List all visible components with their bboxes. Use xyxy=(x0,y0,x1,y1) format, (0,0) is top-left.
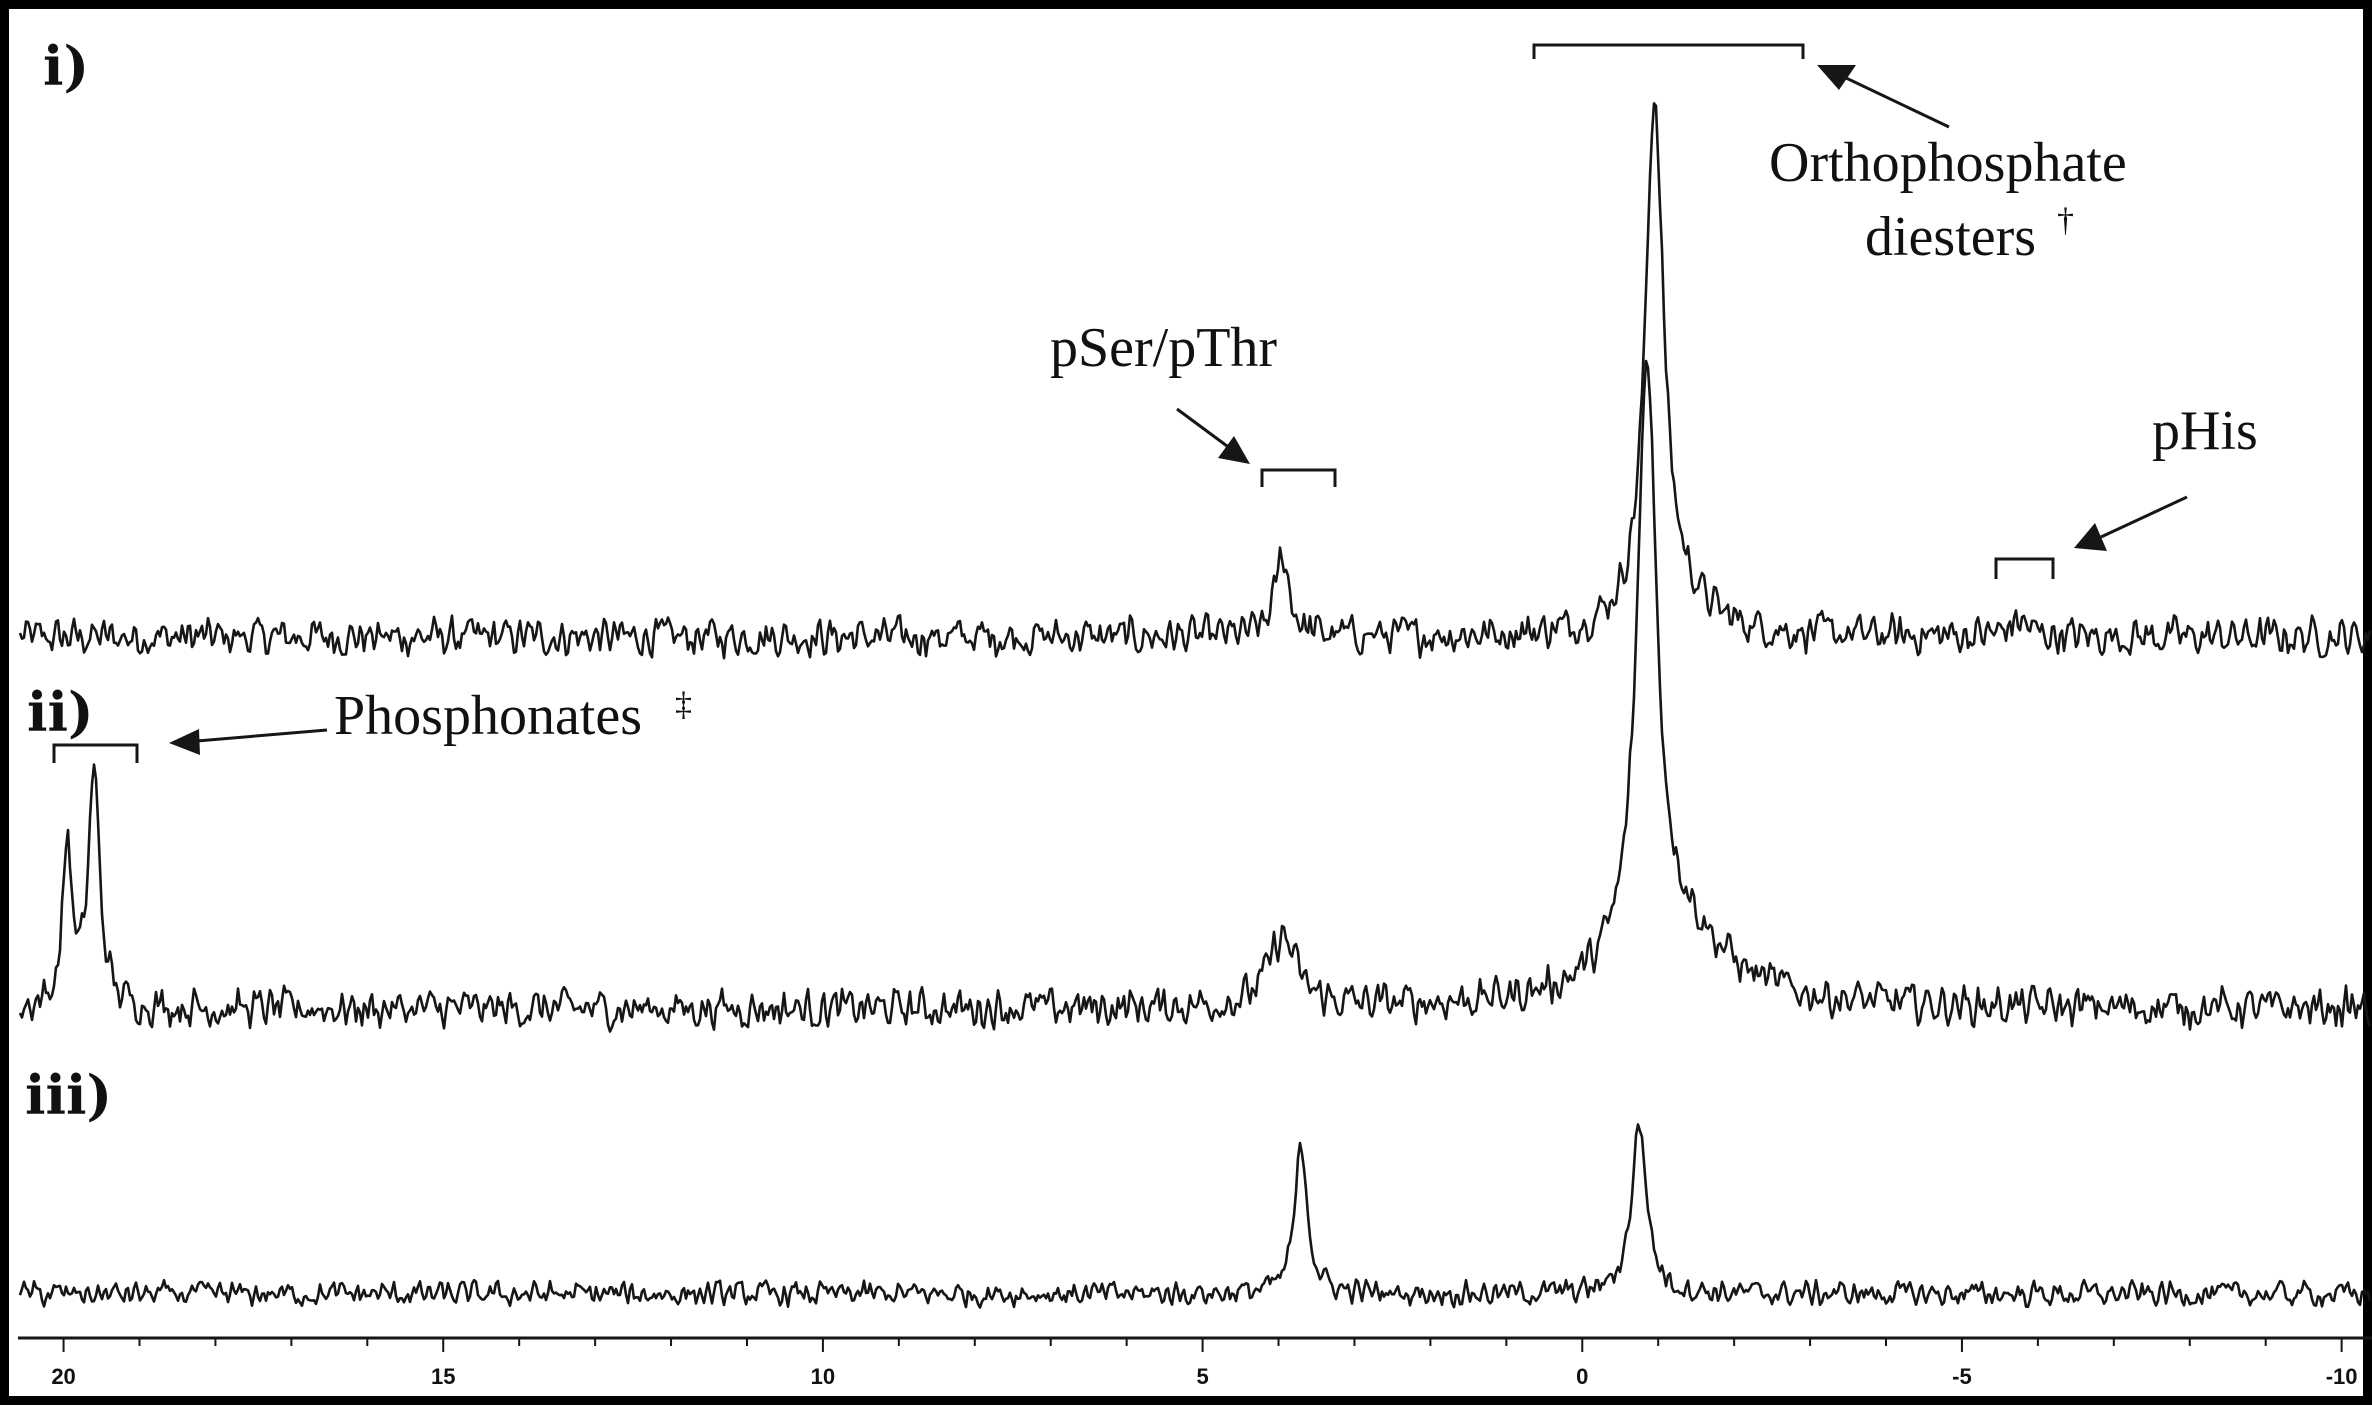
pser-pthr-bracket xyxy=(1260,468,1337,487)
phosphonates-label: Phosphonates xyxy=(334,685,642,747)
panel-label-ii: ii) xyxy=(27,680,94,744)
phosphonates-arrow xyxy=(196,728,328,743)
x-axis-ticks: 20 15 10 5 0 -5 -10 xyxy=(51,1338,2358,1389)
orthophosphate-bracket xyxy=(1532,43,1805,59)
pser-pthr-label: pSer/pThr xyxy=(1050,317,1277,379)
x-tick-label: 10 xyxy=(811,1364,835,1389)
phosphonates-arrow-head xyxy=(169,729,200,755)
panel-label-i: i) xyxy=(43,34,89,98)
spectrum-trace-i xyxy=(18,102,2372,660)
phis-label: pHis xyxy=(2152,400,2258,462)
x-tick-label: 20 xyxy=(51,1364,75,1389)
orthophosphate-label: Orthophosphate xyxy=(1769,132,2127,194)
x-tick-label: 0 xyxy=(1576,1364,1588,1389)
pser-pthr-arrow-head xyxy=(1218,436,1250,464)
x-tick-label: -10 xyxy=(2326,1364,2358,1389)
phis-arrow-head xyxy=(2074,523,2107,551)
diesters-superscript: † xyxy=(2057,202,2074,239)
panel-label-iii: iii) xyxy=(25,1063,112,1127)
orthophosphate-arrow xyxy=(1843,75,1950,129)
x-tick-label: 5 xyxy=(1196,1364,1208,1389)
nmr-spectra-chart: i) ii) iii) Orthophosphate diesters † pS… xyxy=(18,34,2372,1389)
spectrum-trace-iii xyxy=(18,1123,2372,1309)
spectrum-trace-ii xyxy=(18,359,2372,1033)
phosphonates-superscript: ‡ xyxy=(675,686,692,723)
diesters-label: diesters xyxy=(1865,206,2036,268)
orthophosphate-arrow-head xyxy=(1817,65,1856,90)
x-tick-label: 15 xyxy=(431,1364,455,1389)
x-tick-label: -5 xyxy=(1952,1364,1972,1389)
phosphonates-bracket xyxy=(52,743,139,763)
phis-arrow xyxy=(2100,495,2188,539)
phis-bracket xyxy=(1994,557,2055,579)
pser-pthr-arrow xyxy=(1176,407,1228,448)
